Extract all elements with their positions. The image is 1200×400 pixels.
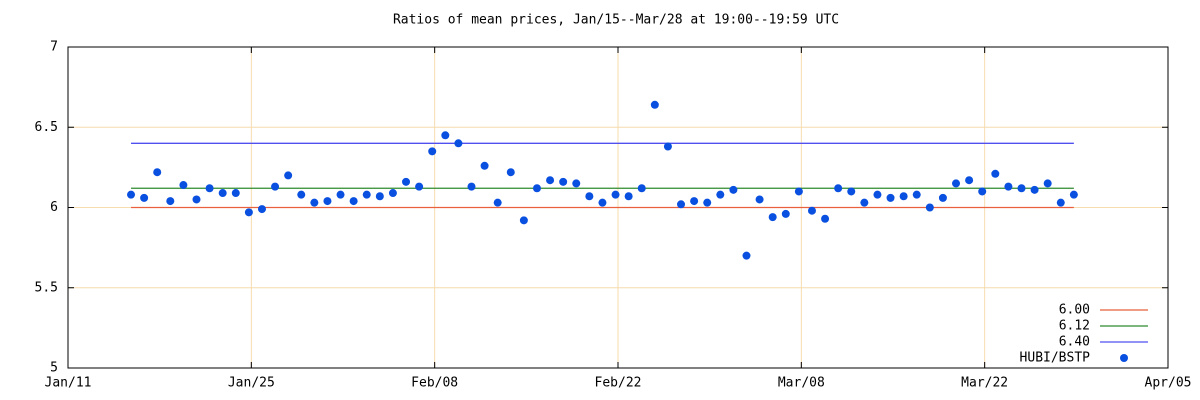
data-point xyxy=(1030,185,1039,194)
data-point xyxy=(807,206,816,215)
data-point xyxy=(336,190,345,199)
data-point xyxy=(624,192,633,201)
data-point xyxy=(834,184,843,193)
data-point xyxy=(703,198,712,207)
data-point xyxy=(349,197,358,206)
data-point xyxy=(153,168,162,177)
data-point xyxy=(231,189,240,198)
x-tick-label: Mar/08 xyxy=(778,376,825,391)
data-point xyxy=(310,198,319,207)
legend-label: 6.40 xyxy=(1059,335,1090,350)
data-point xyxy=(375,192,384,201)
data-point xyxy=(166,197,175,206)
data-point xyxy=(742,251,751,260)
data-point xyxy=(284,171,293,180)
y-tick-label: 7 xyxy=(50,40,58,55)
data-point xyxy=(428,147,437,156)
data-point xyxy=(519,216,528,225)
data-point xyxy=(873,190,882,199)
data-point xyxy=(244,208,253,217)
data-point xyxy=(650,100,659,109)
data-point xyxy=(598,198,607,207)
data-point xyxy=(690,197,699,206)
legend-label: 6.00 xyxy=(1059,303,1090,318)
x-tick-label: Jan/25 xyxy=(228,376,275,391)
data-point xyxy=(257,205,266,214)
data-point xyxy=(441,131,450,140)
data-point xyxy=(493,198,502,207)
data-point xyxy=(1069,190,1078,199)
data-point xyxy=(559,177,568,186)
data-point xyxy=(677,200,686,209)
data-point xyxy=(663,142,672,151)
data-point xyxy=(965,176,974,185)
data-point xyxy=(611,190,620,199)
data-point xyxy=(912,190,921,199)
data-point xyxy=(454,139,463,148)
data-point xyxy=(1004,182,1013,191)
data-point xyxy=(1043,179,1052,188)
data-point xyxy=(506,168,515,177)
y-tick-label: 5 xyxy=(50,361,58,376)
data-point xyxy=(140,193,149,202)
data-point xyxy=(781,209,790,218)
x-tick-label: Mar/22 xyxy=(961,376,1008,391)
data-point xyxy=(821,214,830,223)
data-point xyxy=(388,189,397,198)
data-point xyxy=(755,195,764,204)
data-point xyxy=(323,197,332,206)
data-point xyxy=(716,190,725,199)
data-point xyxy=(127,190,136,199)
data-point xyxy=(480,161,489,170)
data-point xyxy=(952,179,961,188)
data-point xyxy=(938,193,947,202)
data-point xyxy=(467,182,476,191)
x-tick-label: Jan/11 xyxy=(45,376,92,391)
data-point xyxy=(205,184,214,193)
legend-label: HUBI/BSTP xyxy=(1020,351,1091,366)
data-point xyxy=(271,182,280,191)
data-point xyxy=(899,192,908,201)
data-point xyxy=(768,213,777,222)
x-tick-label: Apr/05 xyxy=(1145,376,1192,391)
data-point xyxy=(402,177,411,186)
y-tick-label: 6 xyxy=(50,200,58,215)
data-point xyxy=(179,181,188,190)
data-point xyxy=(860,198,869,207)
data-point xyxy=(886,193,895,202)
data-point xyxy=(991,169,1000,178)
data-point xyxy=(1017,184,1026,193)
legend-label: 6.12 xyxy=(1059,319,1090,334)
data-point xyxy=(585,192,594,201)
x-tick-label: Feb/08 xyxy=(411,376,458,391)
data-point xyxy=(415,182,424,191)
data-point xyxy=(847,187,856,196)
data-point xyxy=(532,184,541,193)
y-tick-label: 5.5 xyxy=(35,280,58,295)
data-point xyxy=(978,187,987,196)
chart-title: Ratios of mean prices, Jan/15--Mar/28 at… xyxy=(393,13,839,28)
x-tick-label: Feb/22 xyxy=(595,376,642,391)
data-point xyxy=(729,185,738,194)
data-point xyxy=(925,203,934,212)
data-point xyxy=(546,176,555,185)
data-point xyxy=(218,189,227,198)
data-point xyxy=(794,187,803,196)
data-point xyxy=(1056,198,1065,207)
legend-swatch xyxy=(1120,354,1128,362)
data-point xyxy=(637,184,646,193)
plot-frame xyxy=(67,46,1169,369)
data-point xyxy=(192,195,201,204)
data-point xyxy=(362,190,371,199)
data-point xyxy=(572,179,581,188)
y-tick-label: 6.5 xyxy=(35,120,58,135)
data-point xyxy=(297,190,306,199)
